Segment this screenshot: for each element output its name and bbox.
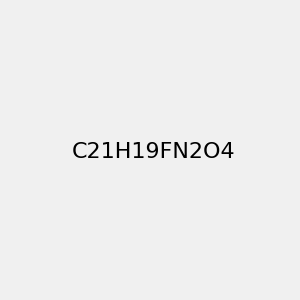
Text: C21H19FN2O4: C21H19FN2O4 bbox=[72, 142, 236, 161]
